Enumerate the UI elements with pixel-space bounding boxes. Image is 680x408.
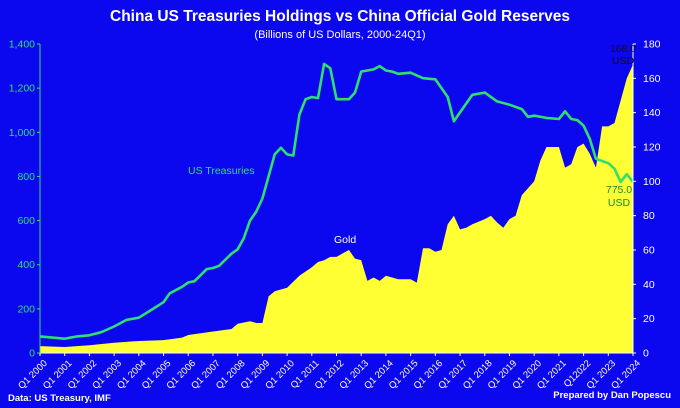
right-axis-ticks: 0 20 40 60 80 100 120 140 160 180 (633, 39, 661, 360)
source-note: Data: US Treasury, IMF (8, 393, 111, 404)
right-tick-label: 20 (643, 313, 655, 325)
left-tick-label: 400 (17, 259, 35, 271)
left-axis-ticks: 0 200 400 600 800 1,000 1,200 1,400 (9, 39, 40, 360)
gold-series-label: Gold (334, 234, 356, 246)
left-tick-label: 600 (17, 215, 35, 227)
treasuries-line-layer (39, 62, 635, 340)
credit-note: Prepared by Dan Popescu (553, 390, 671, 401)
left-tick-label: 200 (17, 303, 35, 315)
right-tick-label: 0 (643, 348, 649, 360)
gold-end-unit-label: USD (612, 55, 635, 67)
left-tick-label: 0 (29, 348, 35, 360)
gold-end-value-label: 168.0 (610, 43, 636, 55)
us-end-unit-label: USD (608, 197, 631, 209)
right-tick-label: 180 (643, 39, 661, 51)
right-tick-label: 40 (643, 279, 655, 291)
us-end-value-label: 775.0 (606, 184, 632, 196)
left-tick-label: 1,400 (9, 39, 35, 51)
right-tick-label: 140 (643, 107, 661, 119)
right-tick-label: 100 (643, 176, 661, 188)
us-treasuries-series-label: US Treasuries (188, 165, 255, 177)
left-tick-label: 1,200 (9, 83, 35, 95)
left-tick-label: 1,000 (9, 127, 35, 139)
us-treasuries-line (39, 62, 635, 340)
gold-area (40, 64, 633, 353)
right-tick-label: 160 (643, 73, 661, 85)
gold-area-layer (40, 64, 633, 353)
chart-subtitle: (Billions of US Dollars, 2000-24Q1) (254, 29, 425, 41)
right-tick-label: 80 (643, 210, 655, 222)
right-tick-label: 60 (643, 245, 655, 257)
chart-title: China US Treasuries Holdings vs China Of… (110, 8, 570, 25)
left-tick-label: 800 (17, 171, 35, 183)
right-tick-label: 120 (643, 142, 661, 154)
